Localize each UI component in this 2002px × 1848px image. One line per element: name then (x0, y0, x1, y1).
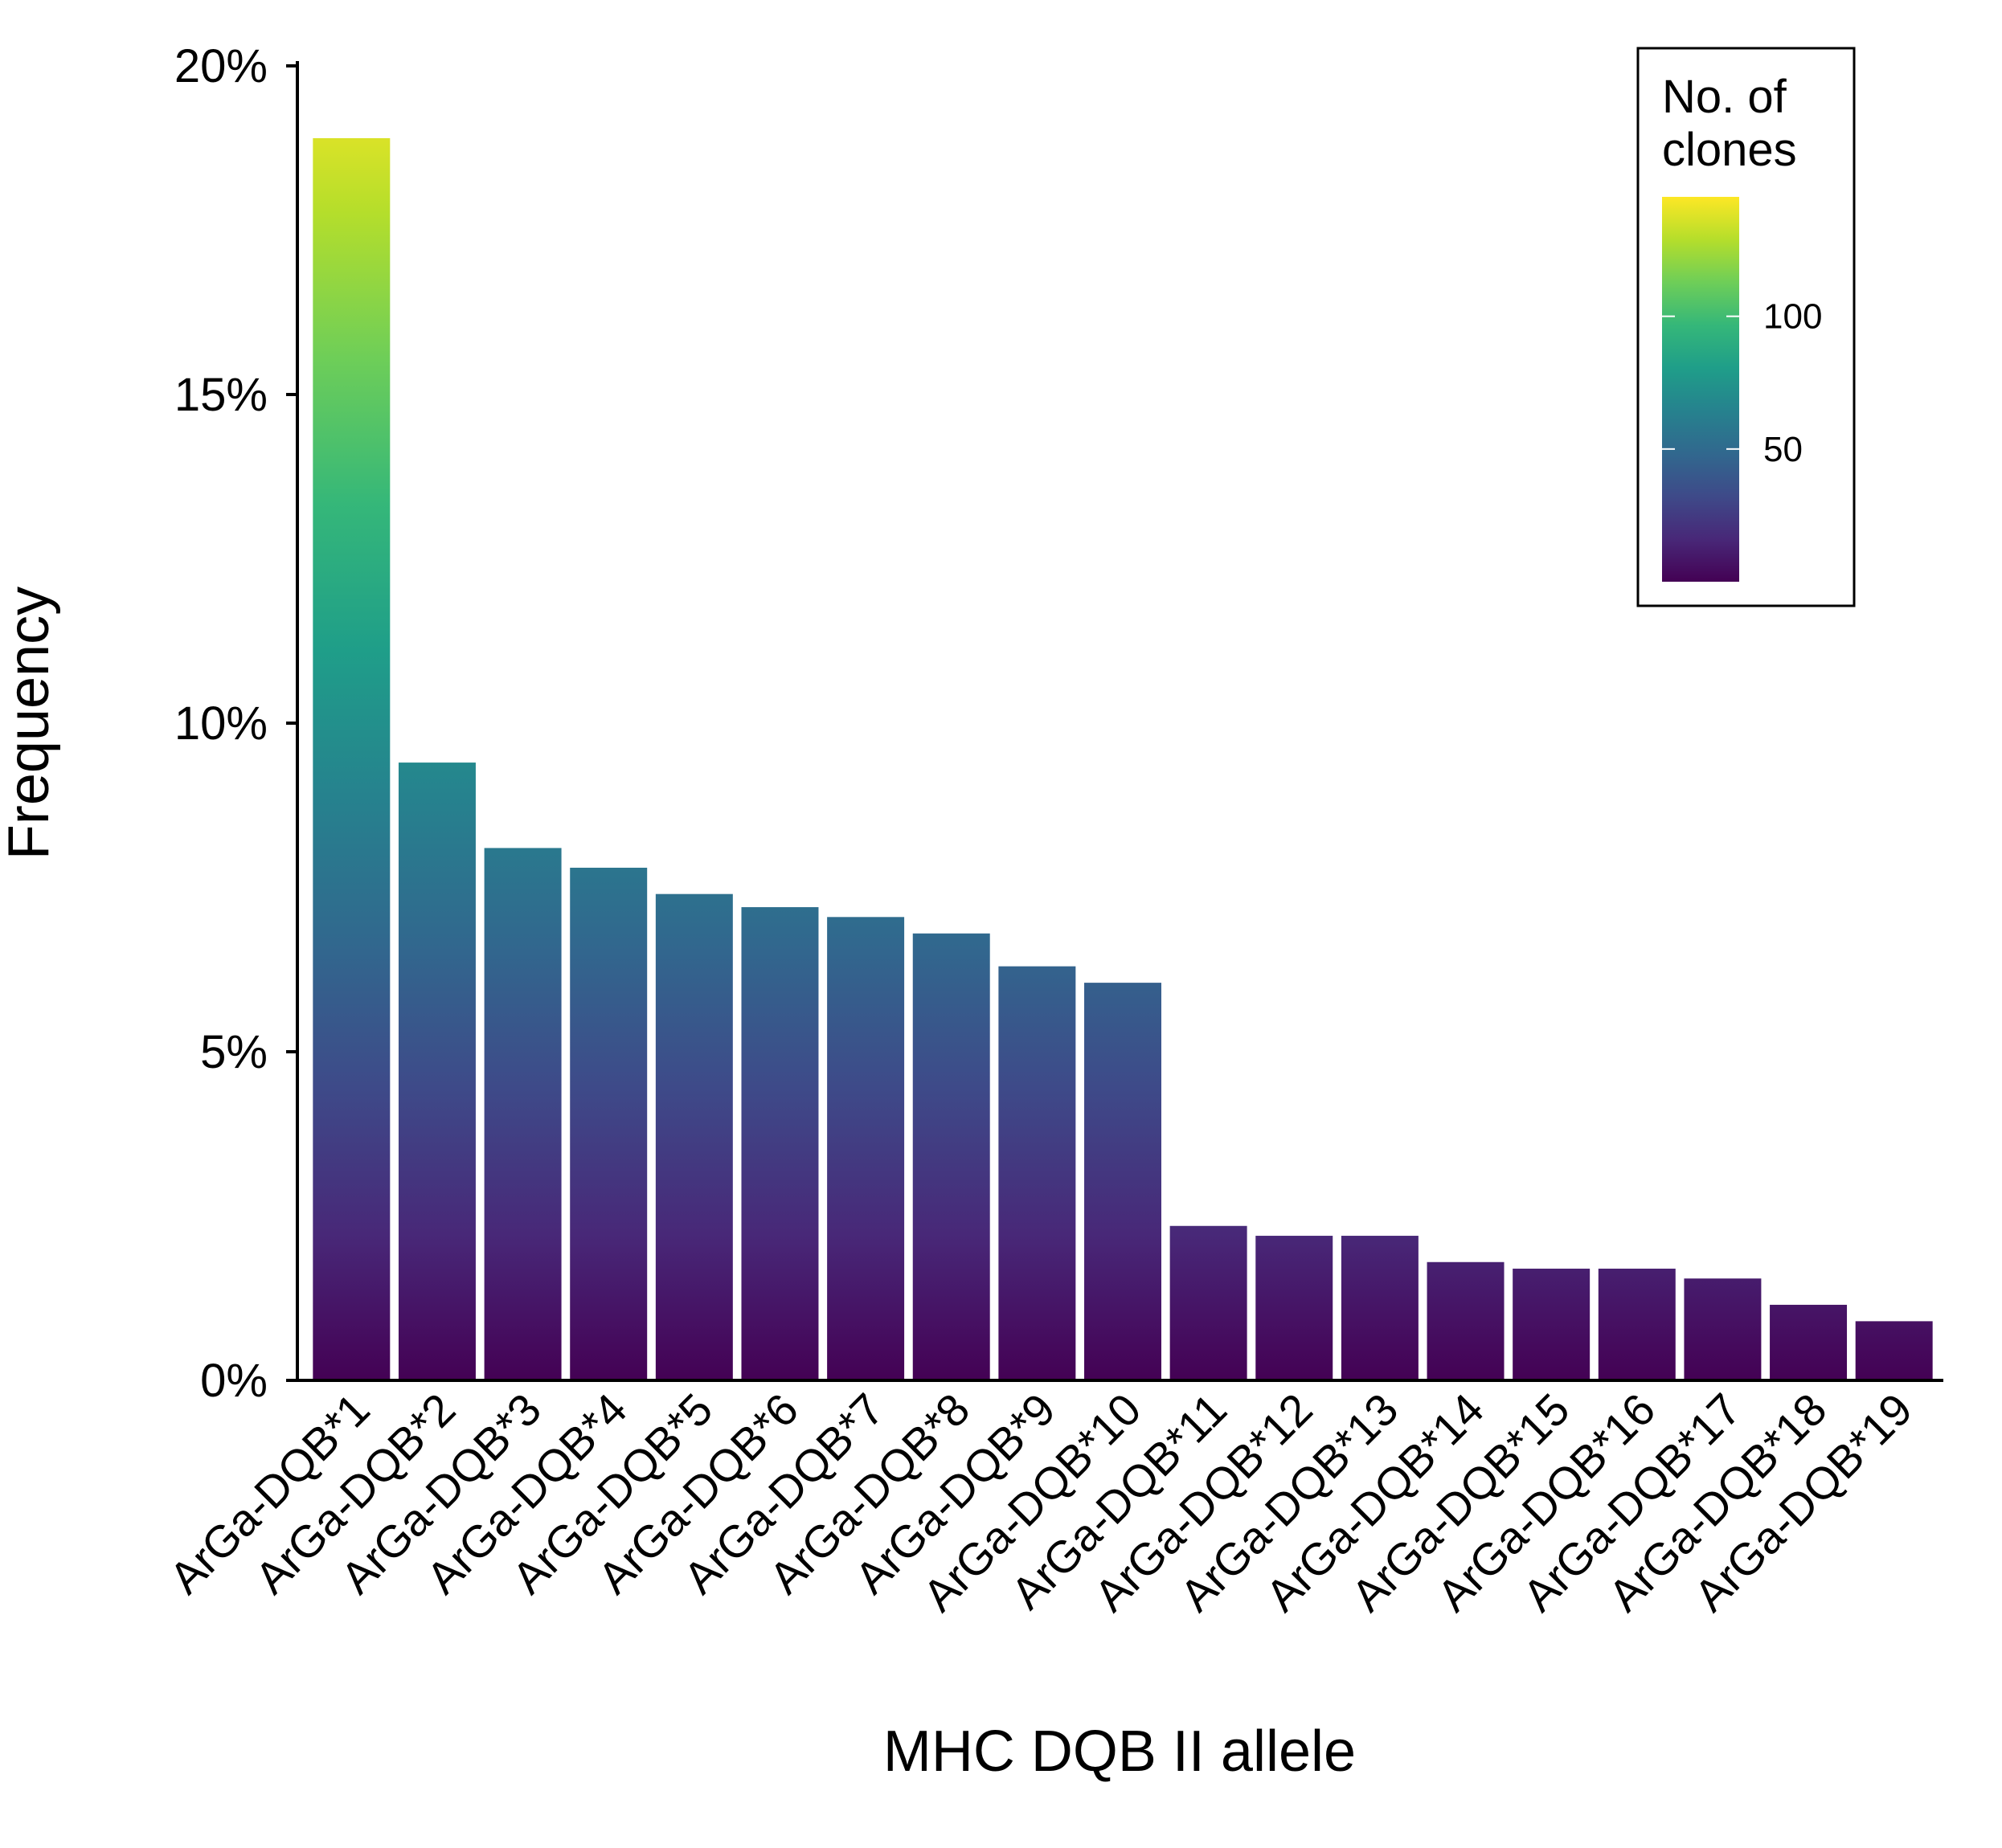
bars-layer (313, 137, 1933, 1381)
y-tick-label-4: 20% (174, 40, 268, 92)
bar-9 (998, 966, 1076, 1380)
y-axis-title: Frequency (0, 587, 61, 860)
bar-13 (1341, 1236, 1419, 1380)
color-legend: No. of clones 50 100 (1636, 47, 1856, 607)
bar-8 (912, 933, 990, 1380)
y-tick-label-1: 5% (200, 1026, 268, 1078)
bar-12 (1255, 1236, 1333, 1380)
bar-7 (827, 917, 905, 1380)
bar-1 (313, 137, 391, 1381)
bar-15 (1513, 1268, 1591, 1380)
bar-3 (484, 848, 562, 1380)
legend-colorbar (1662, 197, 1739, 582)
bar-16 (1598, 1268, 1676, 1380)
bar-2 (398, 763, 476, 1380)
bar-10 (1084, 983, 1161, 1380)
y-tick-label-3: 15% (174, 369, 268, 421)
legend-tick-label-1: 100 (1763, 297, 1822, 337)
bar-5 (655, 893, 733, 1380)
bar-4 (570, 867, 648, 1380)
legend-title-line-2: clones (1662, 124, 1797, 176)
bar-19 (1855, 1321, 1933, 1380)
x-axis-category-labels: ArGa-DQB*1ArGa-DQB*2ArGa-DQB*3ArGa-DQB*4… (159, 1384, 1922, 1621)
y-tick-label-2: 10% (174, 697, 268, 750)
bar-11 (1169, 1225, 1247, 1380)
legend-title-line-1: No. of (1662, 71, 1787, 123)
y-axis-ticks: 0% 5% 10% 15% 20% (174, 40, 297, 1407)
bar-6 (741, 907, 819, 1380)
x-axis-title: MHC DQB II allele (883, 1719, 1356, 1784)
y-tick-label-0: 0% (200, 1355, 268, 1407)
bar-17 (1684, 1278, 1762, 1380)
bar-18 (1770, 1304, 1848, 1380)
legend-ticks: 50 100 (1662, 297, 1822, 469)
legend-tick-label-0: 50 (1763, 430, 1803, 469)
bar-14 (1427, 1261, 1505, 1380)
